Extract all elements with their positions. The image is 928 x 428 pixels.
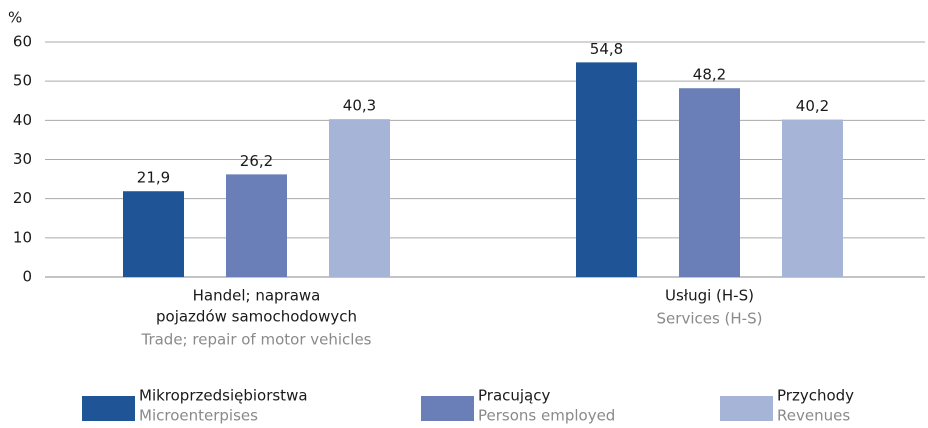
y-tick-label: 0	[22, 268, 32, 286]
bar	[576, 62, 637, 277]
y-tick-label: 50	[13, 72, 32, 90]
legend-swatch	[82, 396, 135, 421]
y-tick-label: 40	[13, 111, 32, 129]
value-label: 40,2	[796, 97, 829, 115]
value-label: 40,3	[343, 97, 376, 115]
value-label: 54,8	[590, 40, 623, 58]
bar	[679, 88, 740, 277]
bar	[226, 174, 287, 277]
value-label: 21,9	[137, 169, 170, 187]
legend-label: Przychody	[777, 387, 854, 405]
bar	[329, 119, 390, 278]
value-label: 48,2	[693, 66, 726, 84]
x-tick-label: pojazdów samochodowych	[156, 308, 357, 326]
y-tick-label: 60	[13, 33, 32, 51]
legend-label-en: Persons employed	[478, 407, 615, 425]
legend-label-en: Revenues	[777, 407, 850, 425]
y-tick-label: 20	[13, 189, 32, 207]
bar	[782, 119, 843, 277]
y-tick-label: 30	[13, 150, 32, 168]
x-tick-label: Handel; naprawa	[193, 287, 321, 305]
y-tick-label: 10	[13, 228, 32, 246]
x-tick-label-en: Trade; repair of motor vehicles	[140, 331, 371, 349]
legend-swatch	[720, 396, 773, 421]
bar	[123, 191, 184, 277]
x-tick-label-en: Services (H-S)	[657, 310, 763, 328]
legend-label: Pracujący	[478, 387, 551, 405]
y-axis-label: %	[8, 9, 22, 27]
legend-label-en: Microenterpises	[139, 407, 258, 425]
value-label: 26,2	[240, 152, 273, 170]
x-tick-label: Usługi (H-S)	[665, 287, 754, 305]
legend-swatch	[421, 396, 474, 421]
legend-label: Mikroprzedsiębiorstwa	[139, 387, 308, 405]
